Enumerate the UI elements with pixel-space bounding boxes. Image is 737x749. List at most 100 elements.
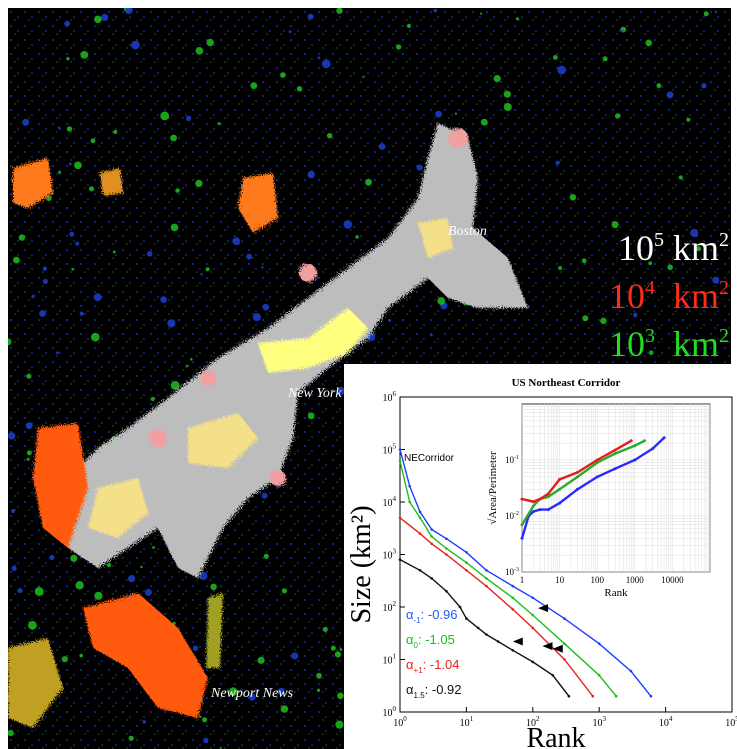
inset-series-point [595,475,599,479]
small-cluster [553,55,558,60]
small-cluster [80,51,89,59]
inset-series-point [629,439,633,443]
city-label-new-york: New York [288,386,342,401]
small-cluster [327,133,333,139]
small-cluster [334,651,341,658]
small-cluster [261,492,268,499]
small-cluster [316,672,322,679]
small-cluster [46,195,52,201]
series-point [485,633,488,636]
small-cluster [142,720,146,724]
fit-arrow [512,637,523,646]
inset-plot-area [521,403,711,573]
small-cluster [454,112,457,115]
small-cluster [362,76,365,78]
small-cluster [94,591,103,600]
small-cluster [91,332,100,342]
series-point [597,642,601,645]
small-cluster [322,626,328,632]
series-point [408,484,411,488]
small-cluster [317,56,321,60]
inset-series-point [576,487,579,491]
small-cluster [131,40,140,50]
small-cluster [569,194,577,201]
inset-x-tick-label: 1 [520,575,525,585]
small-cluster [435,110,442,118]
legend-entry-1e5: 105 km2 [617,228,729,268]
x-tick-label: 104 [659,715,673,729]
y-tick-label: 104 [383,495,397,509]
small-cluster [170,134,178,142]
inset-series-line-1 [520,439,645,526]
small-cluster [90,138,96,144]
legend-entry-1e3: 103 km2 [608,324,729,364]
small-cluster [696,246,702,252]
inset-x-tick-label: 100 [590,575,604,585]
series-point [430,577,433,580]
small-cluster [250,82,258,89]
city-label-boston: Boston [448,224,487,239]
small-cluster [666,91,674,99]
small-cluster [280,72,286,78]
y-tick-label: 100 [383,705,397,719]
small-cluster [433,8,438,13]
series-point [465,551,468,554]
small-cluster [558,266,563,270]
small-cluster [307,170,315,179]
series-point [398,459,402,463]
small-cluster [632,312,638,318]
small-cluster [437,297,446,305]
series-point [430,528,433,531]
small-cluster [581,258,587,264]
series-point [511,649,515,652]
small-cluster [378,143,386,150]
y-tick-label: 103 [383,548,397,562]
inset-series-point [662,436,666,440]
small-cluster [106,562,112,568]
small-cluster [11,509,16,513]
series-point [465,617,468,620]
small-cluster [199,715,202,718]
series-point [445,537,448,540]
small-cluster [146,251,153,257]
small-cluster [703,11,709,17]
small-cluster [232,237,241,246]
small-cluster [648,261,653,266]
small-cluster [112,250,116,254]
series-point [567,694,571,698]
small-cluster [557,65,567,75]
small-cluster [336,386,345,395]
series-point [430,542,433,546]
inset-series-point [531,504,535,508]
inset-series-point [576,470,579,474]
inset-y-tick-label: 10-3 [505,567,519,577]
inset-series-point [520,497,524,501]
small-cluster [321,59,331,69]
small-cluster [202,717,208,723]
small-cluster [337,692,344,700]
series-point [398,558,402,561]
series-point [485,577,488,580]
small-cluster [480,12,483,15]
inset-y-tick-label: 10-1 [505,455,519,465]
small-cluster [160,296,168,303]
orange-clusters [8,158,278,728]
inset-series-point [613,467,617,471]
small-cluster [280,705,289,713]
small-cluster [167,319,176,328]
small-cluster [170,381,180,390]
small-cluster [34,587,44,596]
y-tick-label: 105 [383,443,397,457]
series-point [531,613,535,617]
series-point [531,596,535,600]
x-tick-label: 100 [393,715,407,729]
y-tick-label: 106 [383,390,397,404]
small-cluster [93,293,102,302]
small-cluster [17,588,23,594]
small-cluster [26,450,32,456]
small-cluster [75,581,84,590]
small-cluster [200,273,203,276]
small-cluster [210,583,217,591]
inset-series-point [595,458,599,462]
small-cluster [69,231,75,237]
